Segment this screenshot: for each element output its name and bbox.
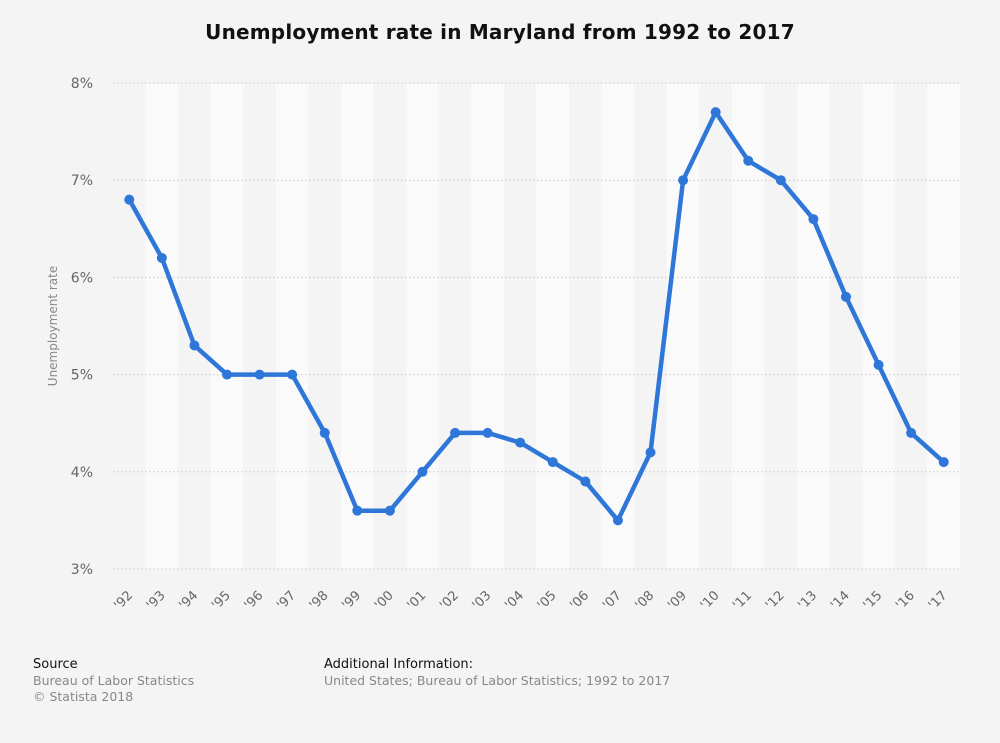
- data-point: [515, 437, 526, 448]
- x-tick-label: '01: [404, 588, 429, 613]
- column-band: [666, 83, 700, 569]
- data-point: [873, 359, 884, 370]
- column-band: [797, 83, 830, 569]
- series-unemployment-rate: [124, 107, 949, 526]
- column-band: [536, 83, 570, 569]
- data-point: [906, 427, 917, 438]
- x-tick-label: '13: [795, 588, 820, 613]
- y-tick-label: 3%: [71, 562, 93, 578]
- x-tick-label: '15: [861, 588, 886, 613]
- x-tick-label: '16: [893, 588, 918, 613]
- data-point: [547, 457, 558, 468]
- x-tick-label: '94: [176, 588, 201, 613]
- column-band: [341, 83, 374, 569]
- x-tick-label: '97: [274, 588, 299, 613]
- x-tick-label: '12: [763, 588, 788, 613]
- x-tick-label: '14: [828, 588, 853, 613]
- column-band: [699, 83, 732, 569]
- x-tick-label: '06: [567, 588, 592, 613]
- x-tick-label: '95: [209, 588, 234, 613]
- x-tick-label: '03: [470, 588, 495, 613]
- column-band: [113, 83, 146, 569]
- column-band: [862, 83, 895, 569]
- line-chart: 3% 4% 5% 6% 7% 8% '92 '93 '94 '95 '96 '97 '98 '99 '00…: [46, 76, 960, 613]
- series-line: [127, 109, 946, 523]
- chart-title: Unemployment rate in Maryland from 1992 …: [205, 20, 795, 44]
- source-heading: Source: [33, 657, 78, 672]
- column-band: [210, 83, 244, 569]
- x-tick-label: '99: [339, 588, 364, 613]
- y-tick-label: 7%: [71, 173, 93, 189]
- x-tick-label: '07: [600, 588, 625, 613]
- column-band: [601, 83, 635, 569]
- data-point: [450, 427, 461, 438]
- column-bands: [113, 83, 960, 569]
- data-point: [222, 369, 233, 380]
- data-point: [808, 214, 819, 225]
- x-tick-label: '11: [730, 588, 755, 613]
- data-point: [645, 447, 656, 458]
- column-band: [894, 83, 928, 569]
- data-point: [189, 340, 200, 351]
- data-point: [124, 194, 135, 205]
- info-heading: Additional Information:: [324, 657, 474, 672]
- y-tick-labels: 3% 4% 5% 6% 7% 8%: [71, 76, 93, 578]
- x-tick-label: '09: [665, 588, 690, 613]
- data-point: [156, 252, 167, 263]
- copyright-line: © Statista 2018: [33, 689, 134, 704]
- y-tick-label: 8%: [71, 76, 93, 92]
- x-tick-label: '00: [372, 588, 397, 613]
- data-point: [840, 291, 851, 302]
- source-block: Source Bureau of Labor Statistics © Stat…: [33, 657, 194, 705]
- column-band: [927, 83, 960, 569]
- data-point: [287, 369, 298, 380]
- column-band: [406, 83, 439, 569]
- x-tick-label: '08: [633, 588, 658, 613]
- column-band: [471, 83, 504, 569]
- column-band: [438, 83, 472, 569]
- y-tick-label: 4%: [71, 465, 93, 481]
- data-point: [254, 369, 265, 380]
- x-tick-label: '04: [502, 588, 527, 613]
- data-point: [743, 155, 754, 166]
- column-band: [308, 83, 342, 569]
- column-band: [178, 83, 211, 569]
- x-tick-label: '98: [307, 588, 332, 613]
- y-tick-label: 5%: [71, 368, 93, 384]
- data-point: [710, 107, 721, 118]
- column-band: [145, 83, 179, 569]
- column-band: [243, 83, 276, 569]
- x-tick-label: '10: [698, 588, 723, 613]
- data-point: [319, 427, 330, 438]
- x-tick-label: '02: [437, 588, 462, 613]
- data-point: [580, 476, 591, 487]
- data-point: [384, 505, 395, 516]
- column-band: [373, 83, 407, 569]
- y-tick-label: 6%: [71, 270, 93, 286]
- column-band: [569, 83, 602, 569]
- x-tick-label: '17: [926, 588, 951, 613]
- additional-info-block: Additional Information: United States; B…: [324, 657, 670, 689]
- column-band: [503, 83, 537, 569]
- data-point: [352, 505, 363, 516]
- data-point: [938, 457, 949, 468]
- column-band: [829, 83, 863, 569]
- data-point: [417, 466, 428, 477]
- x-tick-labels: '92 '93 '94 '95 '96 '97 '98 '99 '00 '01 '02 '03 '04 '…: [111, 588, 950, 613]
- data-point: [612, 515, 623, 526]
- data-point: [482, 427, 493, 438]
- column-band: [764, 83, 798, 569]
- y-axis-label: Unemployment rate: [46, 266, 60, 386]
- info-line: United States; Bureau of Labor Statistic…: [324, 673, 671, 688]
- source-line: Bureau of Labor Statistics: [33, 673, 195, 688]
- data-point: [678, 175, 689, 186]
- x-tick-label: '92: [111, 588, 136, 613]
- data-point: [775, 175, 786, 186]
- column-band: [634, 83, 667, 569]
- x-tick-label: '05: [535, 588, 560, 613]
- x-tick-label: '93: [144, 588, 169, 613]
- column-band: [275, 83, 309, 569]
- x-tick-label: '96: [242, 588, 267, 613]
